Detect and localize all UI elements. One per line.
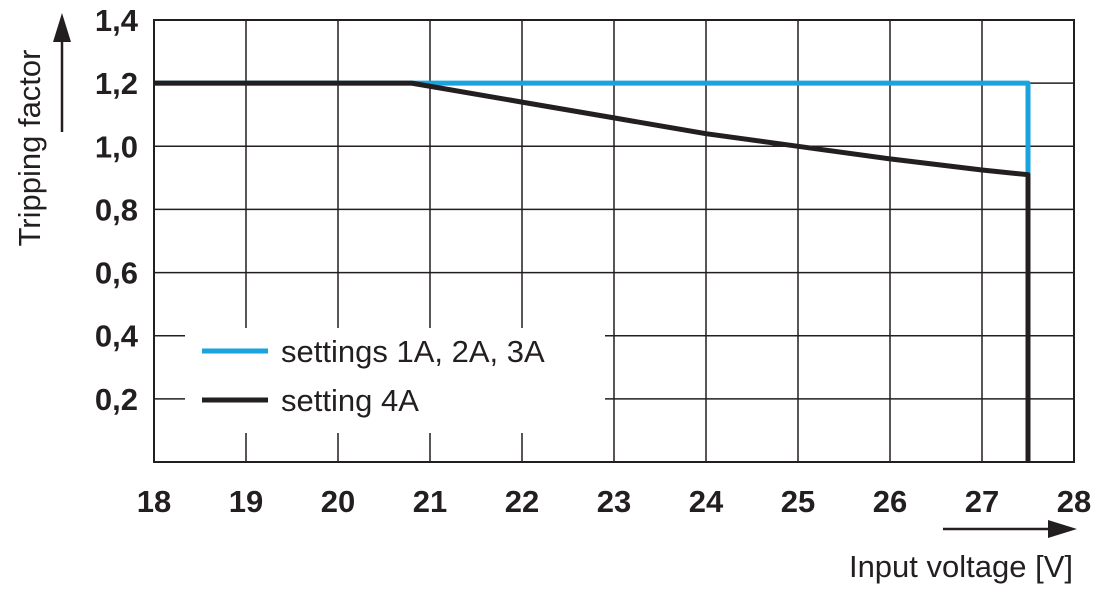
x-tick-label-20: 20 <box>321 484 355 519</box>
x-axis-title: Input voltage [V] <box>849 549 1073 584</box>
y-axis-title: Tripping factor <box>12 50 47 247</box>
plot-frame <box>153 19 1075 463</box>
series-line-setting-4a <box>154 80 1031 462</box>
y-tick-label-0-2: 0,2 <box>95 382 138 417</box>
axis-titles: Tripping factor Input voltage [V] <box>12 13 1077 584</box>
tick-labels: 18 19 20 21 22 23 24 25 26 27 28 0,2 0,4 0,6 0,8 1,0 1,2… <box>95 3 1091 519</box>
y-tick-label-1-2: 1,2 <box>95 66 138 101</box>
x-tick-label-25: 25 <box>781 484 815 519</box>
x-tick-label-28: 28 <box>1057 484 1091 519</box>
legend-label-setting-4a: setting 4A <box>281 383 419 418</box>
legend-background <box>185 328 605 433</box>
x-tick-label-22: 22 <box>505 484 539 519</box>
series-lines <box>154 80 1031 462</box>
y-tick-label-0-6: 0,6 <box>95 256 138 291</box>
axes <box>153 19 1075 463</box>
y-tick-label-0-4: 0,4 <box>95 319 139 354</box>
x-tick-label-18: 18 <box>137 484 171 519</box>
y-tick-label-1-0: 1,0 <box>95 129 138 164</box>
x-tick-label-19: 19 <box>229 484 263 519</box>
y-tick-label-1-4: 1,4 <box>95 3 139 38</box>
x-tick-label-27: 27 <box>965 484 999 519</box>
x-tick-label-23: 23 <box>597 484 631 519</box>
x-tick-label-26: 26 <box>873 484 907 519</box>
series-line-settings-1a-2a-3a <box>154 80 1031 178</box>
x-axis-arrow-head <box>1048 520 1077 538</box>
y-axis-arrow-head <box>53 13 71 42</box>
x-tick-label-21: 21 <box>413 484 447 519</box>
y-tick-label-0-8: 0,8 <box>95 192 138 227</box>
legend: settings 1A, 2A, 3A setting 4A <box>185 328 605 433</box>
legend-label-settings-1a-2a-3a: settings 1A, 2A, 3A <box>281 334 545 369</box>
x-tick-label-24: 24 <box>689 484 724 519</box>
